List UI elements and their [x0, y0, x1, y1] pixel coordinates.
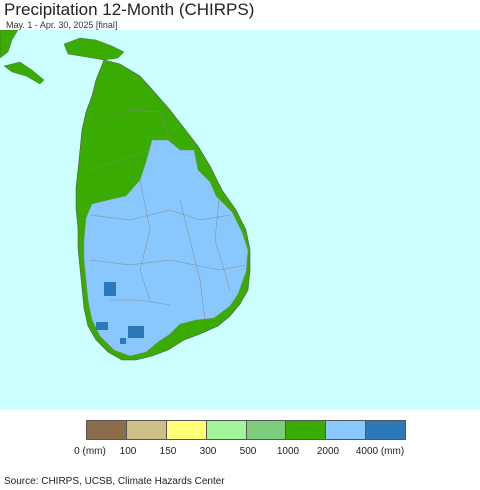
legend-tick: 1000	[276, 446, 300, 457]
district-boundaries	[89, 109, 246, 321]
legend-tick: 0 (mm)	[74, 446, 106, 457]
source-credit: Source: CHIRPS, UCSB, Climate Hazards Ce…	[4, 476, 225, 487]
legend-tick: 4000 (mm)	[355, 446, 405, 457]
legend-swatch-6	[326, 421, 367, 439]
legend-swatch-7	[366, 421, 405, 439]
legend-swatch-1	[126, 421, 167, 439]
legend-tick: 300	[199, 446, 217, 457]
wet-zone	[83, 139, 249, 357]
page-title: Precipitation 12-Month (CHIRPS)	[4, 0, 255, 19]
legend-swatch-5	[286, 421, 327, 439]
very-wet-patch	[128, 326, 144, 338]
very-wet-patch	[120, 338, 126, 344]
legend-swatch-3	[206, 421, 247, 439]
legend-tick: 100	[119, 446, 137, 457]
jaffna-peninsula	[63, 37, 125, 61]
very-wet-patch	[96, 322, 108, 330]
very-wet-patch	[104, 282, 116, 296]
date-range-subtitle: May. 1 - Apr. 30, 2025 [final]	[6, 20, 118, 30]
legend-tick: 2000	[316, 446, 340, 457]
legend-swatch-2	[166, 421, 207, 439]
legend-swatch-4	[246, 421, 287, 439]
color-legend	[86, 420, 406, 440]
precipitation-map	[0, 30, 480, 410]
india-landmass	[0, 30, 45, 85]
legend-tick: 500	[239, 446, 257, 457]
legend-tick: 150	[159, 446, 177, 457]
legend-ticks: 0 (mm) 100 150 300 500 1000 2000 4000 (m…	[0, 446, 480, 460]
legend-swatch-0	[87, 421, 127, 439]
